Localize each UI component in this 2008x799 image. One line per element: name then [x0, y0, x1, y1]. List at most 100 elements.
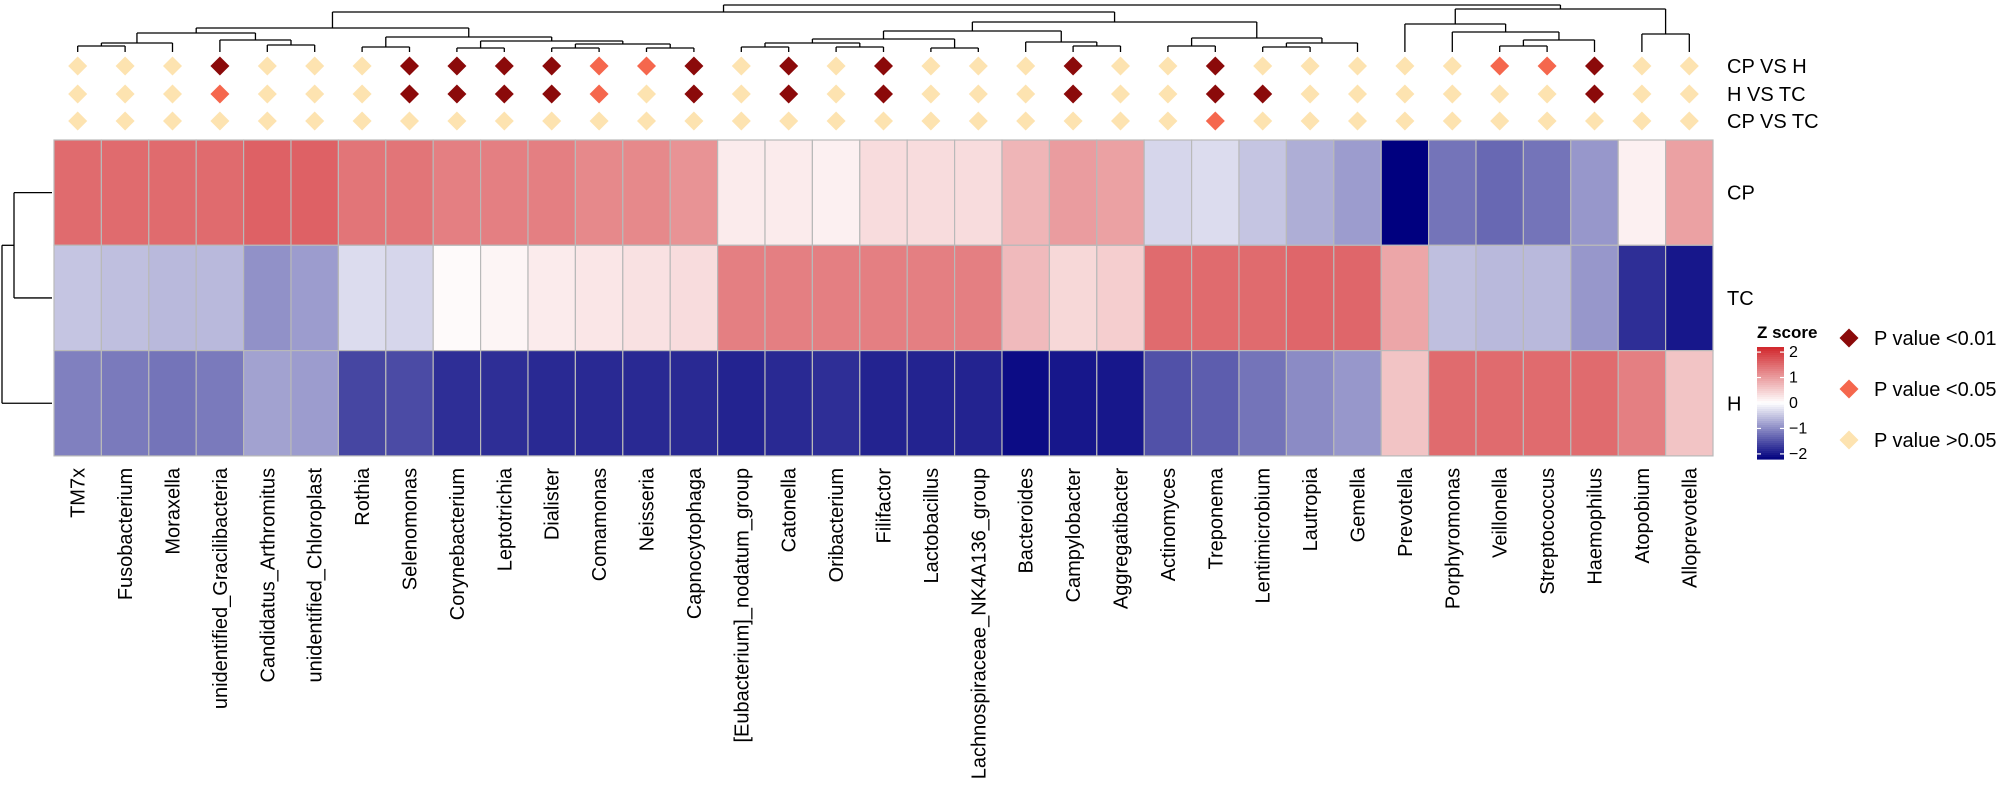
significance-marker [637, 84, 656, 104]
legend-gradient-segment [1757, 397, 1784, 400]
heatmap-cell [432, 139, 482, 246]
legend-gradient-segment [1757, 449, 1784, 452]
significance-marker [921, 111, 941, 131]
annotation-row-label: H VS TC [1727, 84, 1806, 106]
heatmap-cell [574, 139, 624, 246]
significance-marker [1016, 56, 1036, 76]
heatmap-cell [1001, 139, 1051, 246]
legend-tick-label: −2 [1789, 446, 1807, 463]
annotation-row-labels: CP VS H H VS TC CP VS TC [1727, 56, 1819, 133]
heatmap-cell [290, 244, 340, 352]
heatmap-cell [574, 244, 624, 352]
heatmap-cells [53, 139, 1714, 457]
column-label: Lachnospiraceae_NK4A136_group [968, 468, 990, 779]
significance-marker [684, 84, 704, 104]
heatmap-cell [1333, 244, 1382, 352]
legend-gradient-segment [1757, 399, 1784, 402]
legend-title: Z score [1757, 323, 1817, 342]
significance-marker [1300, 84, 1320, 104]
significance-marker [1839, 328, 1859, 348]
significance-marker [731, 84, 751, 104]
legend-gradient-segment [1757, 451, 1784, 454]
column-label: Filifactor [874, 468, 896, 544]
legend-gradient-segment [1757, 429, 1784, 432]
legend-significance-label: P value >0.05 [1874, 430, 1997, 452]
significance-marker [1679, 84, 1699, 104]
significance-marker [1063, 84, 1083, 104]
heatmap-cell [1190, 350, 1240, 457]
significance-marker [874, 84, 893, 104]
heatmap-cell [953, 139, 1003, 246]
significance-marker [779, 84, 799, 104]
significance-marker [115, 56, 135, 76]
significance-marker [1158, 84, 1178, 104]
significance-marker [400, 56, 419, 76]
heatmap-cell [1333, 139, 1382, 246]
column-label: Lentimicrobium [1253, 468, 1275, 604]
significance-marker [1839, 379, 1859, 399]
heatmap-cell [432, 244, 482, 352]
significance-marker [257, 84, 277, 104]
legend-gradient-segment [1757, 383, 1784, 386]
heatmap-cell [859, 139, 908, 246]
legend-gradient-segment [1757, 351, 1784, 354]
heatmap-cell [1143, 350, 1193, 457]
significance-marker [1442, 111, 1462, 131]
heatmap-cell [906, 350, 956, 457]
significance-marker [1063, 56, 1083, 76]
significance-marker [1063, 111, 1083, 131]
significance-marker [921, 56, 941, 76]
heatmap-cell [1143, 244, 1193, 352]
heatmap-cell [480, 139, 529, 246]
significance-annotations [68, 56, 1699, 131]
significance-marker [1348, 56, 1367, 76]
heatmap-cell [1238, 350, 1288, 457]
heatmap-cell [148, 139, 197, 246]
heatmap-cell [1664, 350, 1714, 457]
significance-marker [400, 84, 419, 104]
legend-gradient-segment [1757, 381, 1784, 384]
heatmap-cell [385, 139, 434, 246]
significance-marker [494, 111, 514, 131]
significance-marker [1839, 430, 1859, 450]
heatmap-cell [1096, 139, 1145, 246]
significance-marker [1348, 84, 1367, 104]
heatmap-cell [53, 139, 103, 246]
heatmap-cell [290, 139, 340, 246]
heatmap-cell [859, 244, 908, 352]
legend-gradient-segment [1757, 425, 1784, 428]
significance-marker [305, 111, 325, 131]
significance-marker [1537, 56, 1557, 76]
legend-gradient-segment [1757, 393, 1784, 396]
heatmap-cell [1475, 139, 1525, 246]
significance-marker [1442, 56, 1462, 76]
significance-marker [352, 111, 372, 131]
legend-gradient-segment [1757, 391, 1784, 394]
column-label: Rothia [352, 467, 374, 526]
significance-marker [1537, 111, 1557, 131]
legend-gradient-segment [1757, 441, 1784, 444]
heatmap-cell [1522, 350, 1572, 457]
heatmap-cell [1522, 139, 1572, 246]
column-label: Treponema [1205, 467, 1227, 569]
column-label: Prevotella [1395, 467, 1417, 557]
legend-gradient-segment [1757, 347, 1784, 350]
significance-marker [1537, 84, 1557, 104]
heatmap-cell [527, 139, 577, 246]
heatmap-cell [1522, 244, 1572, 352]
heatmap-cell [811, 139, 861, 246]
significance-marker [921, 84, 941, 104]
heatmap-cell [480, 244, 529, 352]
significance-marker [1016, 84, 1036, 104]
significance-marker [400, 111, 419, 131]
legend-significance-label: P value <0.01 [1874, 328, 1997, 350]
legend-gradient-segment [1757, 423, 1784, 426]
legend-gradient-segment [1757, 453, 1784, 456]
heatmap-cell [906, 244, 956, 352]
significance-marker [826, 56, 846, 76]
heatmap-cell [480, 350, 529, 457]
heatmap-cell [1285, 350, 1335, 457]
heatmap-cell [764, 139, 814, 246]
significance-marker [68, 111, 88, 131]
significance-marker [1158, 111, 1178, 131]
